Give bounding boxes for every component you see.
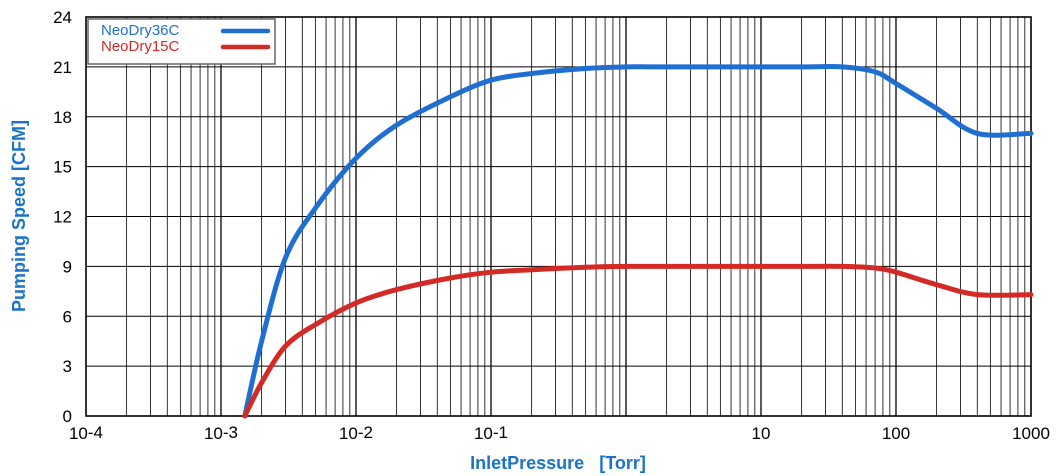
legend-item-neodry15c: NeoDry15C: [101, 38, 271, 55]
x-tick-label: 10-2: [339, 423, 373, 443]
y-tick-label: 6: [63, 307, 72, 326]
x-axis-title: InletPressure [Torr]: [470, 453, 646, 473]
legend: NeoDry36C NeoDry15C: [87, 18, 276, 65]
plot-frame: [85, 16, 1032, 417]
legend-item-neodry36c: NeoDry36C: [101, 22, 271, 39]
y-tick-label: 18: [53, 108, 72, 127]
y-tick-label: 21: [53, 58, 72, 77]
legend-label: NeoDry36C: [101, 22, 180, 39]
series-layer: [242, 64, 1034, 419]
x-tick-labels: 10-4 10-3 10-2 10-1 10 100 1000: [69, 423, 1050, 443]
x-tick-label: 10-1: [474, 423, 508, 443]
x-tick-label: 100: [882, 424, 910, 443]
y-tick-label: 0: [63, 407, 72, 426]
y-tick-label: 24: [53, 8, 72, 27]
y-tick-labels: 0 3 6 9 12 15 18 21 24: [53, 8, 72, 426]
legend-box: [87, 18, 276, 65]
x-tick-label: 10: [752, 424, 771, 443]
series-line-neodry15c: [242, 263, 1034, 419]
x-tick-label: 1000: [1012, 424, 1050, 443]
series-line-neodry36c: [242, 64, 1034, 419]
grid: [86, 17, 1031, 416]
y-axis-title: Pumping Speed [CFM]: [9, 120, 29, 312]
y-tick-label: 9: [63, 257, 72, 276]
y-tick-label: 3: [63, 357, 72, 376]
y-tick-label: 12: [53, 208, 72, 227]
x-tick-label: 10-4: [69, 423, 103, 443]
legend-label: NeoDry15C: [101, 38, 180, 55]
y-tick-label: 15: [53, 158, 72, 177]
x-tick-label: 10-3: [204, 423, 238, 443]
